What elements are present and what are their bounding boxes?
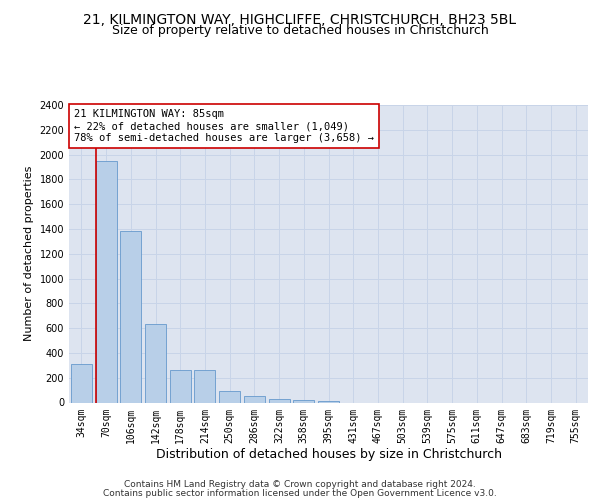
Bar: [244, 396, 265, 402]
Bar: [293, 400, 314, 402]
Bar: [219, 390, 240, 402]
Text: 21, KILMINGTON WAY, HIGHCLIFFE, CHRISTCHURCH, BH23 5BL: 21, KILMINGTON WAY, HIGHCLIFFE, CHRISTCH…: [83, 12, 517, 26]
Text: Contains HM Land Registry data © Crown copyright and database right 2024.: Contains HM Land Registry data © Crown c…: [124, 480, 476, 489]
Bar: [120, 232, 141, 402]
Bar: [269, 399, 290, 402]
Bar: [170, 370, 191, 402]
Bar: [71, 364, 92, 403]
Bar: [318, 400, 339, 402]
Bar: [194, 370, 215, 402]
Text: Contains public sector information licensed under the Open Government Licence v3: Contains public sector information licen…: [103, 490, 497, 498]
Bar: [95, 161, 116, 402]
Bar: [145, 324, 166, 402]
Text: Size of property relative to detached houses in Christchurch: Size of property relative to detached ho…: [112, 24, 488, 37]
X-axis label: Distribution of detached houses by size in Christchurch: Distribution of detached houses by size …: [155, 448, 502, 461]
Text: 21 KILMINGTON WAY: 85sqm
← 22% of detached houses are smaller (1,049)
78% of sem: 21 KILMINGTON WAY: 85sqm ← 22% of detach…: [74, 110, 374, 142]
Y-axis label: Number of detached properties: Number of detached properties: [24, 166, 34, 342]
